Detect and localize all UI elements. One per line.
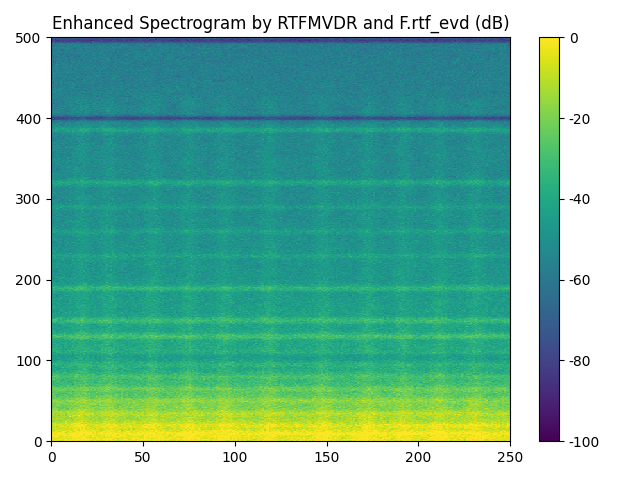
Title: Enhanced Spectrogram by RTFMVDR and F.rtf_evd (dB): Enhanced Spectrogram by RTFMVDR and F.rt… (52, 15, 509, 33)
